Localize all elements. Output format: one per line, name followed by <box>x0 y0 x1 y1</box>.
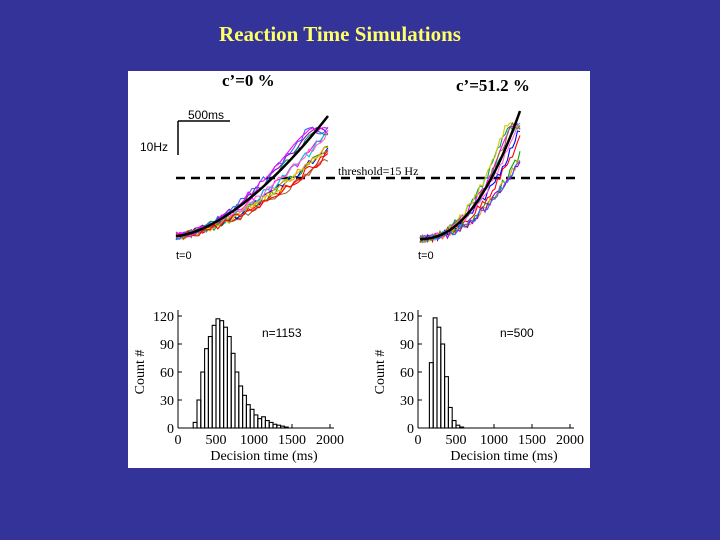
coherence-label-right: c’=51.2 % <box>456 76 530 95</box>
x-tick-label: 1500 <box>278 433 306 448</box>
histogram-bar <box>249 408 255 429</box>
histogram-bar <box>280 425 285 429</box>
sample-size-label: n=1153 <box>262 326 302 340</box>
histogram-bar <box>230 352 236 429</box>
y-tick-label: 120 <box>393 310 414 325</box>
trajectory-line <box>175 147 329 239</box>
y-tick-label: 0 <box>167 422 174 437</box>
coherence-label-left: c’=0 % <box>222 71 275 90</box>
threshold-label: threshold=15 Hz <box>338 164 418 178</box>
trajectory-line <box>419 160 521 244</box>
y-tick-label: 90 <box>400 338 414 353</box>
histogram-bar <box>268 421 274 429</box>
histogram-bar <box>200 371 206 429</box>
trajectory-line <box>175 129 329 240</box>
trajectory-line <box>175 149 329 238</box>
trajectory-line <box>175 146 329 240</box>
trajectories-high-coherence <box>419 110 522 244</box>
y-tick-label: 30 <box>160 394 174 409</box>
histogram-bar <box>455 424 461 429</box>
histogram-bar <box>436 326 442 429</box>
sample-size-label: n=500 <box>500 326 534 340</box>
trajectories-low-coherence <box>175 115 329 241</box>
x-tick-label: 1000 <box>480 433 508 448</box>
histogram-bar <box>245 404 251 429</box>
t0-label-right: t=0 <box>418 250 434 262</box>
histogram-bar <box>226 335 232 429</box>
trajectory-line <box>175 130 329 237</box>
histogram-bar <box>276 424 282 429</box>
histogram-bar <box>219 320 225 429</box>
figure-panel: c’=0 % c’=51.2 % 500ms 10Hz threshold=15… <box>128 71 590 468</box>
slide-title: Reaction Time Simulations <box>219 22 461 46</box>
histogram-bar <box>440 343 446 429</box>
histogram-bar <box>192 421 198 429</box>
histogram-bar <box>211 324 217 429</box>
histogram-bar <box>257 418 263 429</box>
y-tick-label: 120 <box>153 310 174 325</box>
y-tick-label: 90 <box>160 338 174 353</box>
histogram-bar <box>253 414 259 429</box>
histogram-bar <box>459 426 465 429</box>
x-axis-label: Decision time (ms) <box>450 449 558 464</box>
histogram-bar <box>264 419 270 429</box>
y-tick-label: 60 <box>400 366 414 381</box>
y-axis-label: Count # <box>373 350 388 395</box>
trajectory-line <box>419 161 521 242</box>
mean-trajectory-line <box>175 115 329 238</box>
histogram-bar <box>451 419 457 429</box>
x-tick-label: 2000 <box>316 433 344 448</box>
histogram-bar <box>238 385 244 429</box>
histogram-bar <box>215 318 221 429</box>
scale-bar <box>177 120 230 155</box>
histogram-bar <box>261 416 266 429</box>
histogram-high-coherence: 0 30 60 90 120 0 500 1000 1500 2000 n=500 Decision … <box>373 310 584 464</box>
histogram-bar <box>432 317 438 429</box>
t0-label-left: t=0 <box>176 250 192 262</box>
y-tick-label: 0 <box>407 422 414 437</box>
x-tick-label: 1000 <box>240 433 268 448</box>
x-tick-label: 2000 <box>556 433 584 448</box>
histogram-bar <box>204 348 209 429</box>
x-tick-label: 500 <box>206 433 227 448</box>
trajectory-line <box>175 134 329 241</box>
y-axis-label: Count # <box>133 350 148 395</box>
trajectory-line <box>175 127 329 238</box>
rate-scalebar-label: 10Hz <box>140 140 168 154</box>
histogram-bar <box>428 362 434 429</box>
x-tick-label: 0 <box>175 433 182 448</box>
histogram-bar <box>272 423 278 429</box>
x-tick-label: 500 <box>446 433 467 448</box>
mean-trajectory-line <box>420 110 522 241</box>
y-tick-label: 30 <box>400 394 414 409</box>
histogram-bar <box>234 371 240 429</box>
histogram-bar <box>242 394 247 429</box>
trajectory-line <box>175 126 329 240</box>
trajectory-line <box>419 159 521 243</box>
histogram-bar <box>207 335 213 429</box>
trajectory-line <box>175 129 329 240</box>
histogram-bar <box>196 399 202 429</box>
x-axis-label: Decision time (ms) <box>210 449 318 464</box>
time-scalebar-label: 500ms <box>188 108 224 122</box>
histogram-low-coherence: 0 30 60 90 120 0 500 1000 1500 2000 n=1153 Decision… <box>133 310 344 464</box>
histogram-bar <box>283 426 289 429</box>
y-tick-label: 60 <box>160 366 174 381</box>
figure-canvas: c’=0 % c’=51.2 % 500ms 10Hz threshold=15… <box>133 71 584 464</box>
x-tick-label: 1500 <box>518 433 546 448</box>
histogram-bar <box>223 326 228 429</box>
histogram-bar <box>447 406 453 429</box>
histogram-bar <box>444 376 449 429</box>
trajectory-line <box>175 145 329 239</box>
x-tick-label: 0 <box>415 433 422 448</box>
